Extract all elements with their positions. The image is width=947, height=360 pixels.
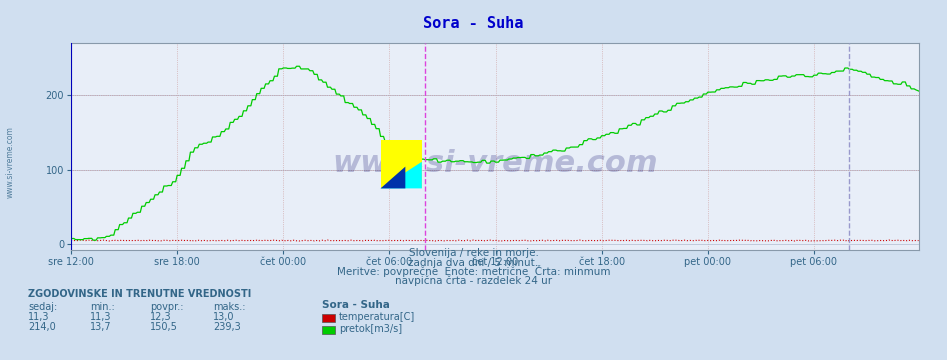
Text: pretok[m3/s]: pretok[m3/s] [339, 324, 402, 334]
Polygon shape [381, 167, 405, 188]
Text: min.:: min.: [90, 302, 115, 312]
Text: povpr.:: povpr.: [150, 302, 183, 312]
Text: 11,3: 11,3 [28, 312, 50, 322]
Text: Sora - Suha: Sora - Suha [423, 16, 524, 31]
Text: Meritve: povprečne  Enote: metrične  Črta: minmum: Meritve: povprečne Enote: metrične Črta:… [337, 265, 610, 277]
Text: sedaj:: sedaj: [28, 302, 58, 312]
Text: temperatura[C]: temperatura[C] [339, 312, 416, 323]
Text: Sora - Suha: Sora - Suha [322, 300, 390, 310]
Text: maks.:: maks.: [213, 302, 245, 312]
Polygon shape [381, 162, 421, 188]
Text: www.si-vreme.com: www.si-vreme.com [332, 149, 657, 178]
Text: zadnja dva dni / 5 minut.: zadnja dva dni / 5 minut. [408, 258, 539, 268]
Bar [381, 140, 421, 188]
Text: ZGODOVINSKE IN TRENUTNE VREDNOSTI: ZGODOVINSKE IN TRENUTNE VREDNOSTI [28, 289, 252, 299]
Text: 150,5: 150,5 [150, 323, 177, 333]
Text: 13,7: 13,7 [90, 323, 112, 333]
Text: navpična črta - razdelek 24 ur: navpična črta - razdelek 24 ur [395, 276, 552, 287]
Text: 214,0: 214,0 [28, 323, 56, 333]
Text: 13,0: 13,0 [213, 312, 235, 322]
Text: www.si-vreme.com: www.si-vreme.com [6, 126, 15, 198]
Text: 239,3: 239,3 [213, 323, 241, 333]
Text: 11,3: 11,3 [90, 312, 112, 322]
Text: Slovenija / reke in morje.: Slovenija / reke in morje. [408, 248, 539, 258]
Text: 12,3: 12,3 [150, 312, 171, 322]
